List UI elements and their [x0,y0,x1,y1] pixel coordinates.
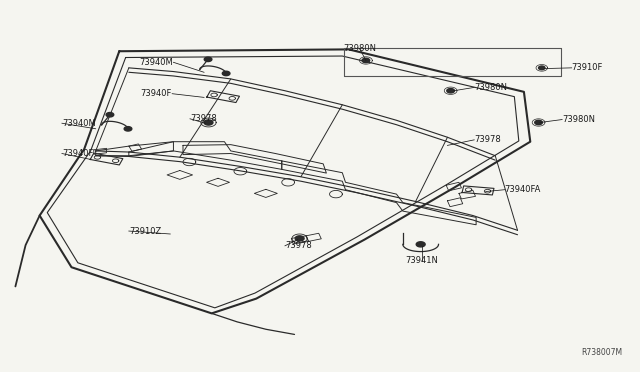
Polygon shape [539,66,545,70]
Text: 73980N: 73980N [562,115,595,124]
Polygon shape [447,89,454,93]
Text: 73910Z: 73910Z [129,227,161,235]
Text: 73978: 73978 [474,135,501,144]
Text: 73940F: 73940F [62,149,93,158]
Polygon shape [222,71,230,76]
Polygon shape [362,58,370,62]
Polygon shape [124,126,132,131]
Polygon shape [106,112,114,117]
Text: 73978: 73978 [190,114,217,123]
Polygon shape [295,236,304,241]
Text: 73940F: 73940F [141,89,172,98]
Polygon shape [204,120,213,125]
Polygon shape [416,242,425,247]
Text: 73940FA: 73940FA [505,185,541,194]
Text: 73978: 73978 [285,241,312,250]
Text: 73980N: 73980N [474,83,508,92]
Text: 73940M: 73940M [140,58,173,67]
Text: R738007M: R738007M [582,347,623,357]
Text: 73941N: 73941N [406,256,438,265]
Text: 73910F: 73910F [572,63,603,72]
Polygon shape [535,120,542,125]
Text: 73980N: 73980N [343,44,376,53]
Polygon shape [204,57,212,61]
Text: 73940M: 73940M [62,119,95,128]
